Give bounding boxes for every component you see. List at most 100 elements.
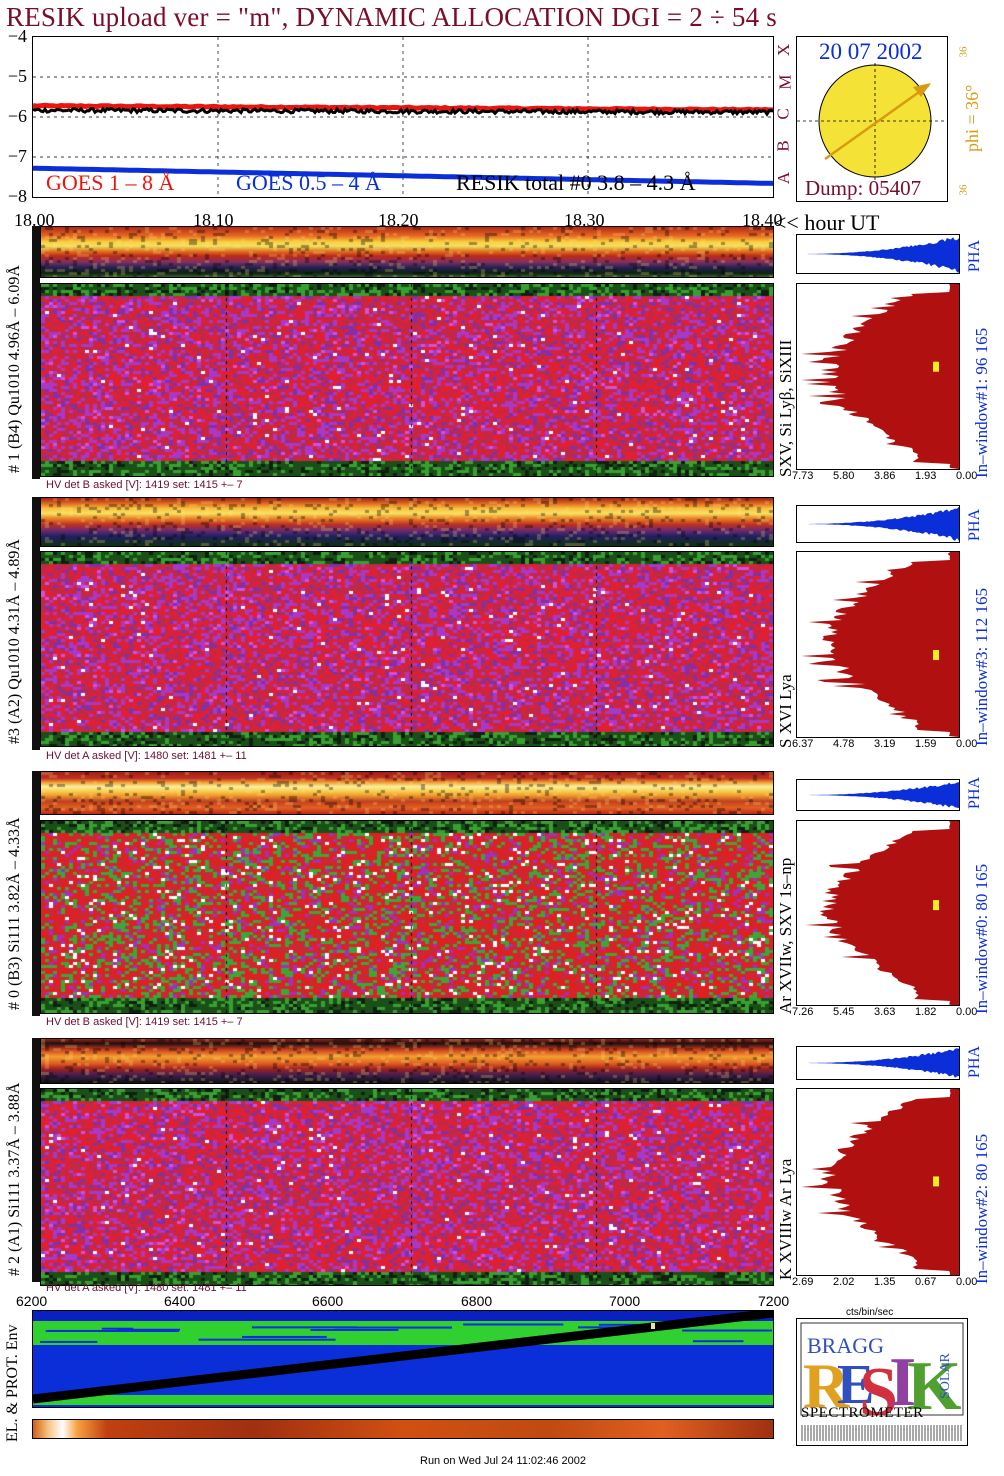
histogram-x-tick: 0.00 (956, 738, 978, 750)
env-x-tick: 6200 (16, 1293, 48, 1309)
lc-ytick-label: −7 (7, 146, 27, 166)
channel-heatmap (41, 821, 773, 1013)
env-plot (33, 1311, 773, 1407)
spectrum-histogram-plot (801, 1089, 959, 1275)
channel-heatmap (41, 1089, 773, 1285)
spectrum-area (801, 1089, 959, 1275)
histogram-x-tick: 1.93 (915, 470, 937, 482)
env-x-tick: 7200 (758, 1293, 790, 1309)
channel-top-strip (40, 226, 774, 278)
logo-fineprint (801, 1425, 963, 1441)
dump-label: Dump: 05407 (805, 176, 922, 200)
lc-ytick-label: −5 (7, 66, 27, 86)
env-streak (463, 1323, 564, 1326)
pha-label: PHA (966, 239, 983, 272)
env-marker (651, 1323, 655, 1329)
channel-range-label: #3 (A2) Qu1010 4.31Å – 4.89Å (6, 539, 23, 744)
histogram-x-axis: 7.26 5.45 3.63 1.82 0.00 (792, 1006, 977, 1020)
channel-range-label: # 2 (A1) Si111 3.37Å – 3.88Å (6, 1082, 23, 1276)
pha-label: PHA (966, 1045, 983, 1078)
channel-spectrogram (40, 820, 774, 1014)
env-streak (251, 1326, 358, 1329)
env-streak (335, 1326, 452, 1329)
histogram-x-tick: 5.45 (833, 1006, 855, 1018)
lightcurve-y-axis: −4 −5 −6 −7 −8 (0, 26, 30, 206)
sun-disk-icon (797, 63, 947, 181)
histogram-x-tick: 2.02 (833, 1276, 855, 1288)
histogram-x-tick: 0.00 (956, 470, 978, 482)
env-band (33, 1311, 773, 1321)
env-panel (32, 1310, 774, 1408)
histogram-x-tick: 3.86 (874, 470, 896, 482)
env-x-tick: 6800 (461, 1293, 493, 1309)
window-marker (933, 650, 939, 661)
svg-text:E: E (837, 1354, 874, 1416)
histogram-x-tick: 3.63 (874, 1006, 896, 1018)
env-band (33, 1395, 773, 1405)
svg-text:BRAGG: BRAGG (807, 1333, 884, 1358)
channel-lines-label: SXV, Si Lyβ, SiXIII (776, 339, 795, 477)
env-trend-line (33, 1311, 773, 1404)
histogram-x-tick: 2.69 (792, 1276, 814, 1288)
histogram-x-tick: 1.59 (915, 738, 937, 750)
histogram-x-tick: 0.00 (956, 1006, 978, 1018)
env-streak (682, 1329, 772, 1332)
channel-spectrogram (40, 283, 774, 477)
channel-top-strip (40, 771, 774, 815)
goes-short-series (33, 165, 773, 186)
histogram-x-tick: 5.80 (833, 470, 855, 482)
pha-histogram-plot (797, 506, 959, 541)
strip-texture (41, 1039, 773, 1083)
histogram-x-tick: 3.19 (874, 738, 896, 750)
spectrum-histogram-plot (801, 552, 959, 737)
channel-range-label: # 0 (B3) Si111 3.82Å – 4.33Å (6, 817, 23, 1010)
hv-label: HV det A asked [V]: 1480 set: 1481 +– 11 (46, 750, 247, 762)
angle-top: 36 (957, 46, 970, 58)
logo-caption: SPECTROMETER (801, 1405, 924, 1421)
spectrum-histogram (796, 1088, 960, 1276)
pha-histogram (796, 234, 960, 274)
env-x-axis: 6200 6400 6600 6800 7000 7200 (0, 1293, 800, 1313)
page-title: RESIK upload ver = "m", DYNAMIC ALLOCATI… (6, 2, 777, 32)
goes-class-letter: M (775, 74, 795, 90)
histogram-x-tick: 7.26 (792, 1006, 814, 1018)
time-unit-label: << hour UT (774, 210, 880, 235)
pha-histogram (796, 1046, 960, 1080)
histogram-x-axis: 2.69 2.02 1.35 0.67 0.00 (792, 1276, 977, 1290)
channel-edge (32, 497, 40, 750)
spectrum-area (801, 552, 959, 737)
legend-goes-long: GOES 1 – 8 Å (46, 170, 175, 195)
env-streak (45, 1329, 180, 1332)
channel-lines-label: Ar XVIIw, SXV 1s–np (776, 857, 795, 1014)
pha-histogram (796, 779, 960, 811)
env-streak (310, 1328, 399, 1331)
lc-ytick-label: −8 (7, 186, 27, 206)
lightcurve-plot (33, 37, 773, 197)
svg-text:R: R (803, 1350, 850, 1421)
hv-label: HV det A asked [V]: 1480 set: 1481 +– 11 (46, 1282, 247, 1294)
histogram-x-axis: 7.73 5.80 3.86 1.93 0.00 (792, 470, 977, 484)
env-streak (198, 1338, 336, 1341)
channel-edge (32, 226, 40, 479)
time-axis: 18.00 18.10 18.20 18.30 18.40 (0, 210, 1004, 236)
pha-label: PHA (966, 508, 983, 541)
histogram-x-tick: 6.37 (792, 738, 814, 750)
env-color-strip (32, 1419, 774, 1439)
resik-total-series (33, 106, 773, 117)
env-streak (40, 1340, 98, 1343)
goes-class-letter: B (773, 140, 793, 152)
env-streak (241, 1335, 327, 1338)
time-tick-label: 18.40 (742, 210, 783, 230)
channel-top-strip (40, 497, 774, 547)
hv-label: HV det B asked [V]: 1419 set: 1415 +– 7 (46, 1016, 243, 1028)
spectrum-histogram-plot (801, 284, 959, 469)
resik-logo: R E S I K BRAGG SOLAR SPECTROMETER (796, 1318, 968, 1446)
window-marker (933, 900, 939, 911)
spectrum-histogram (796, 283, 960, 470)
lc-ytick-label: −4 (7, 26, 27, 46)
window-marker (933, 1176, 939, 1187)
env-streak (692, 1340, 744, 1343)
goes-long-series (33, 102, 773, 113)
goes-class-letter: X (774, 43, 794, 57)
time-tick-label: 18.10 (193, 210, 234, 230)
